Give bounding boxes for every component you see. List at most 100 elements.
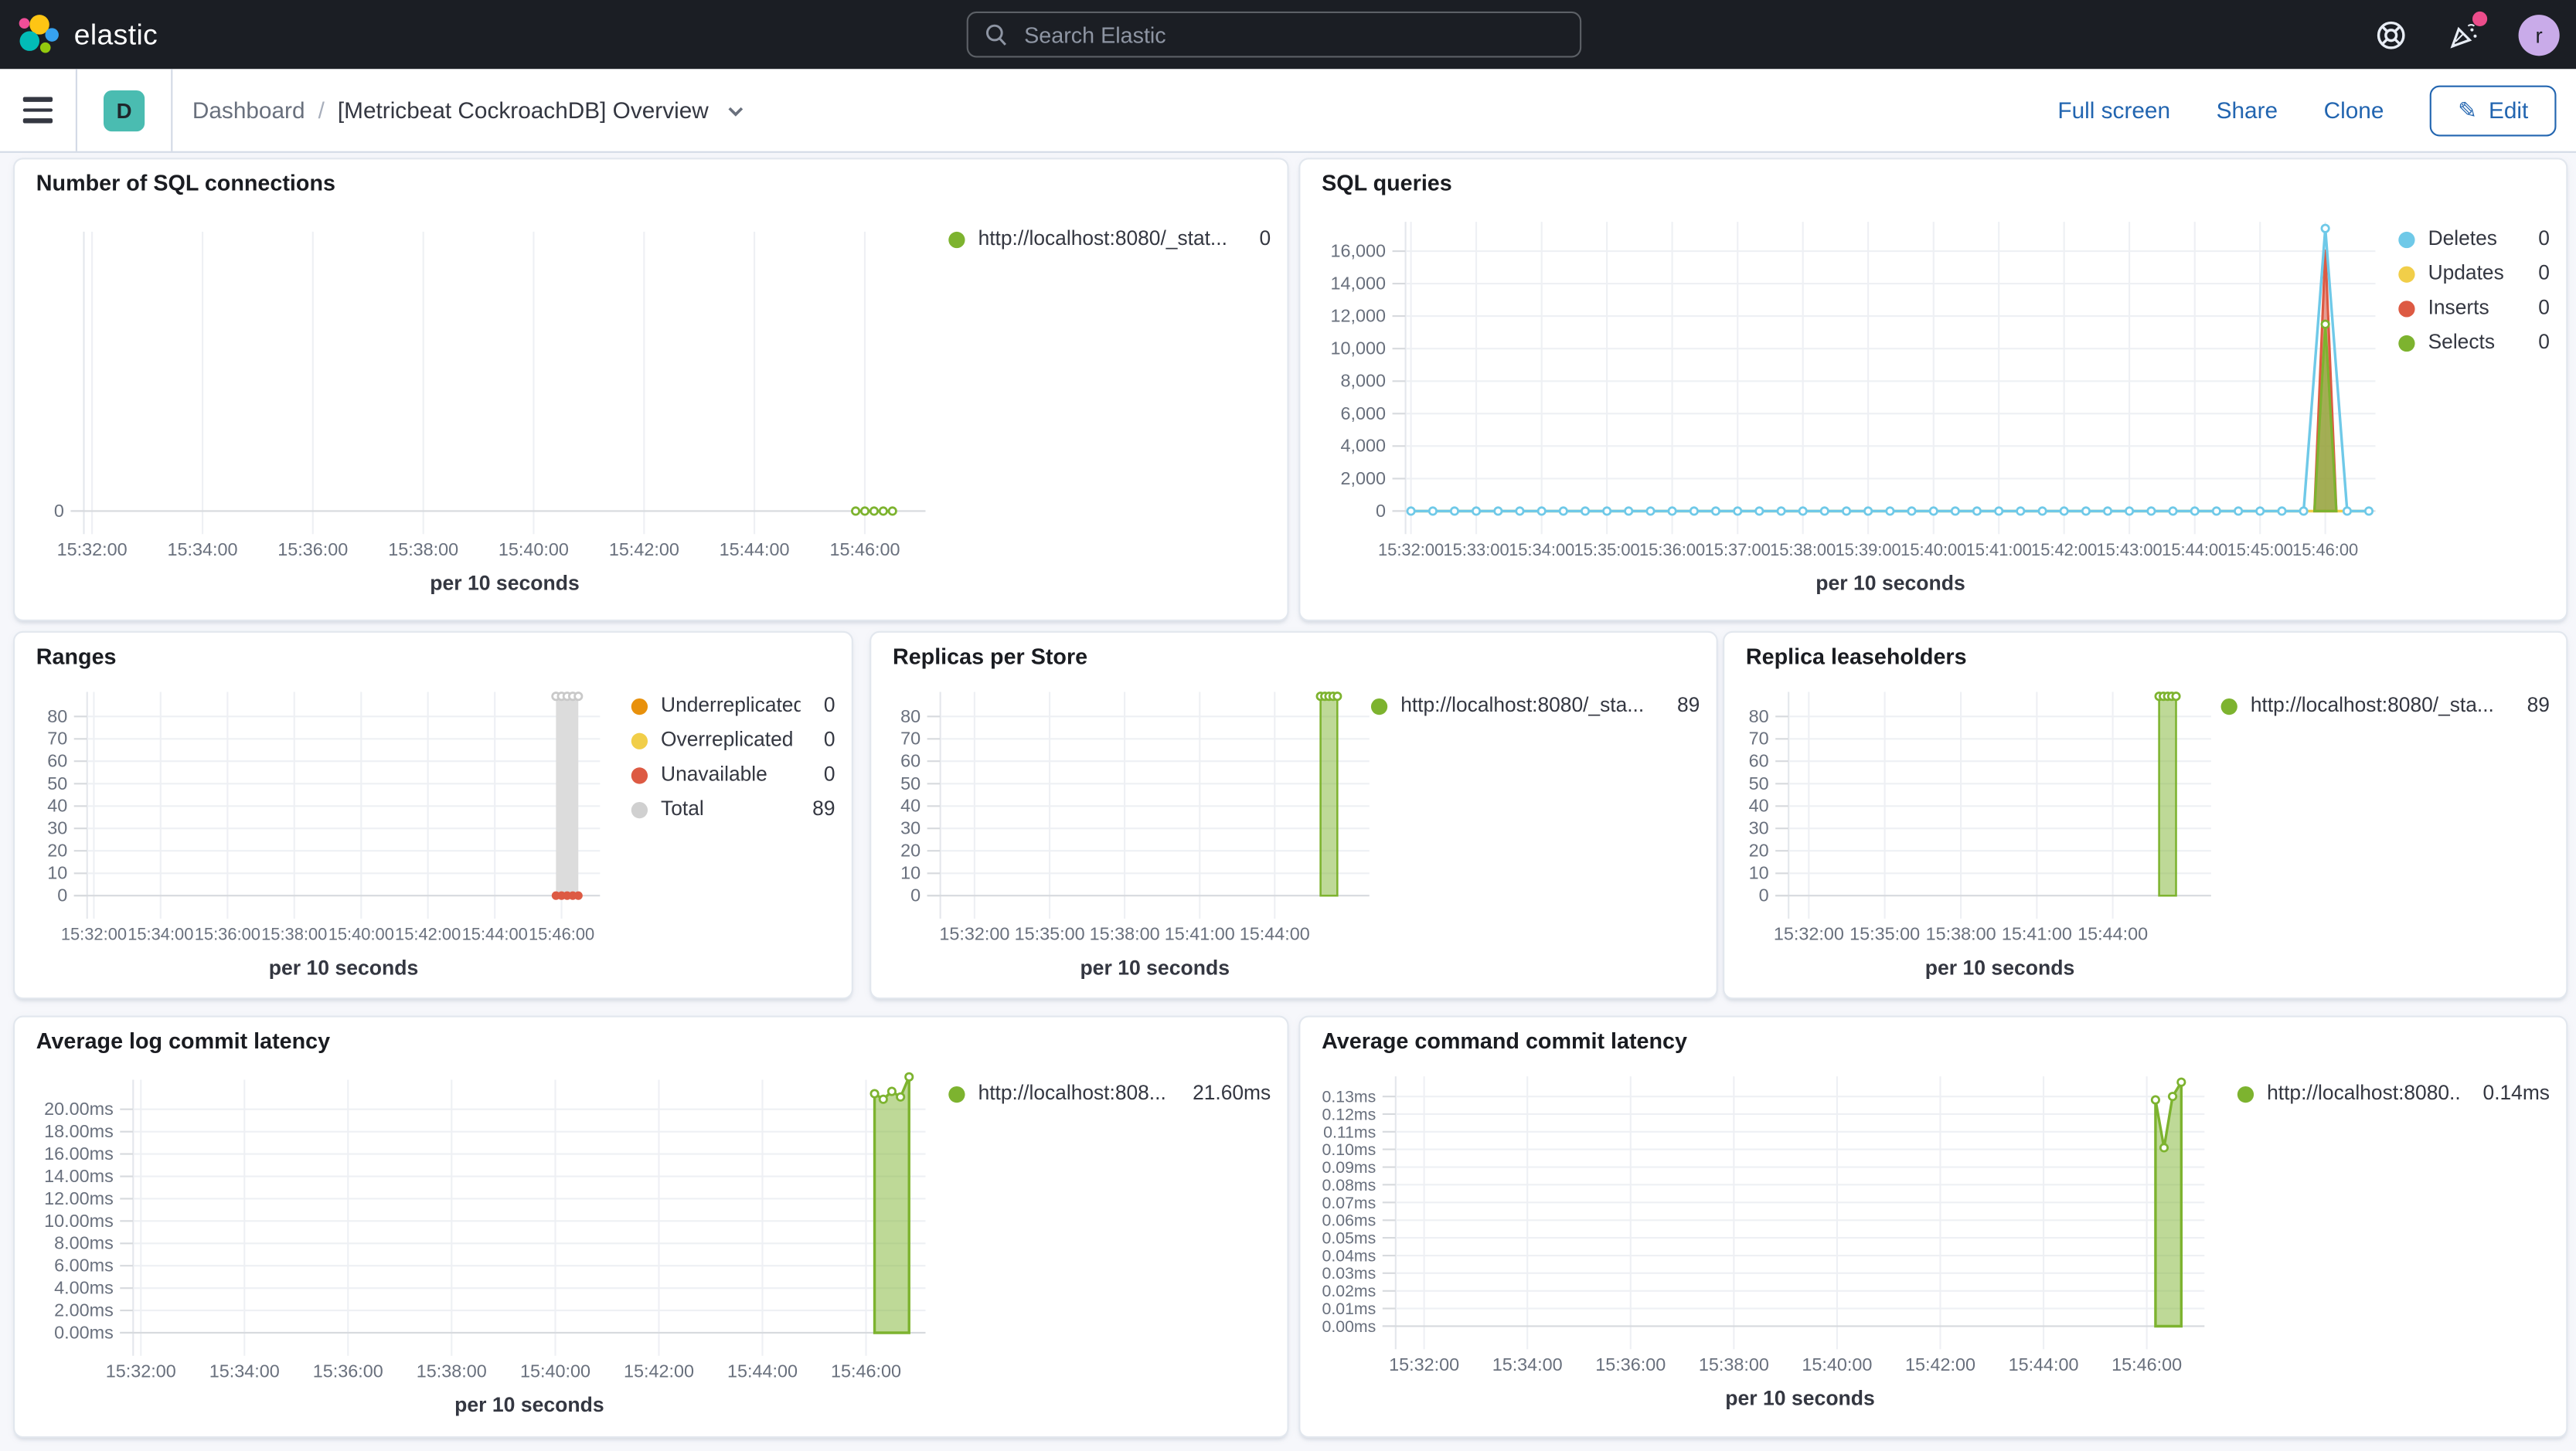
- chart-replicas-per-store[interactable]: 0 10 20 30 40 50 60 70 80 15:32:00 15:35:00 15:38:0…: [884, 675, 1387, 987]
- legend-item[interactable]: http://localhost:8080/_sta... 89: [1370, 693, 1700, 717]
- legend-item[interactable]: http://localhost:8080... 0.14ms: [2237, 1082, 2550, 1105]
- chart-sql-queries[interactable]: 0 2,000 4,000 6,000 8,000 10,000 12,000 14,000 1…: [1313, 206, 2414, 613]
- legend-item[interactable]: Total 89: [631, 798, 835, 821]
- panel-title[interactable]: Replica leaseholders: [1745, 644, 1967, 669]
- legend: http://localhost:8080/_stat... 0: [948, 226, 1271, 263]
- clone-button[interactable]: Clone: [2323, 97, 2384, 124]
- panel-title[interactable]: Replicas per Store: [892, 644, 1088, 669]
- breadcrumb-dashboard[interactable]: Dashboard: [192, 97, 305, 124]
- panel-title[interactable]: Average log commit latency: [36, 1028, 331, 1054]
- svg-text:60: 60: [1749, 751, 1769, 771]
- legend-item[interactable]: http://localhost:8080/_sta... 89: [2220, 693, 2550, 717]
- svg-text:15:38:00: 15:38:00: [261, 925, 327, 944]
- svg-text:70: 70: [47, 729, 67, 749]
- legend: Deletes 0 Updates 0 Inserts 0 Selects 0: [2398, 228, 2550, 367]
- svg-text:60: 60: [900, 751, 920, 771]
- legend-label: http://localhost:8080...: [2267, 1082, 2460, 1105]
- legend-item[interactable]: Updates 0: [2398, 262, 2550, 284]
- svg-text:0.09ms: 0.09ms: [1322, 1158, 1376, 1177]
- svg-text:15:33:00: 15:33:00: [1443, 540, 1509, 559]
- divider: [75, 69, 77, 151]
- svg-text:80: 80: [900, 706, 920, 726]
- legend-item[interactable]: http://localhost:808... 21.60ms: [948, 1081, 1271, 1105]
- legend-label: http://localhost:808...: [978, 1082, 1166, 1105]
- chart-average-command-commit-latency[interactable]: 0.00ms 0.01ms 0.02ms 0.03ms 0.04ms 0.05ms 0.06…: [1313, 1063, 2254, 1426]
- legend: Underreplicated 0 Overreplicated 0 Unava…: [631, 695, 835, 834]
- panel-title[interactable]: Ranges: [36, 644, 117, 669]
- svg-text:12,000: 12,000: [1331, 305, 1387, 325]
- svg-text:12.00ms: 12.00ms: [44, 1188, 114, 1208]
- svg-text:0.11ms: 0.11ms: [1323, 1123, 1376, 1141]
- legend-dot: [948, 1085, 965, 1103]
- svg-text:40: 40: [900, 796, 920, 816]
- divider: [171, 69, 173, 151]
- header-actions: r: [2374, 0, 2560, 69]
- legend: http://localhost:8080/_sta... 89: [2220, 693, 2550, 730]
- legend-item[interactable]: Deletes 0: [2398, 228, 2550, 250]
- chart-replica-leaseholders[interactable]: 0 10 20 30 40 50 60 70 80 15:32:00 15:35:00 15:38:0…: [1737, 675, 2237, 987]
- svg-text:15:38:00: 15:38:00: [1090, 924, 1160, 944]
- notification-dot: [2472, 11, 2488, 27]
- svg-text:20: 20: [1749, 841, 1769, 861]
- legend-value: 0: [1259, 226, 1271, 250]
- svg-text:15:44:00: 15:44:00: [1240, 924, 1310, 944]
- svg-text:0.00ms: 0.00ms: [1322, 1317, 1376, 1336]
- chart-ranges[interactable]: 0 10 20 30 40 50 60 70 80 15:32:00 15:34:00 15:36:0…: [28, 675, 648, 987]
- panel-title[interactable]: SQL queries: [1322, 171, 1452, 196]
- panel-title[interactable]: Number of SQL connections: [36, 171, 335, 196]
- svg-text:0.06ms: 0.06ms: [1322, 1211, 1376, 1230]
- search-bar[interactable]: [966, 11, 1582, 58]
- legend-value: 89: [2527, 693, 2550, 717]
- svg-text:15:35:00: 15:35:00: [1849, 924, 1920, 944]
- svg-text:0.10ms: 0.10ms: [1322, 1140, 1376, 1159]
- search-input[interactable]: [1020, 20, 1564, 49]
- svg-text:40: 40: [47, 796, 67, 816]
- legend-item[interactable]: Selects 0: [2398, 331, 2550, 354]
- chevron-down-icon[interactable]: [725, 100, 747, 121]
- svg-text:15:34:00: 15:34:00: [209, 1361, 280, 1381]
- avatar[interactable]: r: [2518, 14, 2560, 56]
- legend-item[interactable]: http://localhost:8080/_stat... 0: [948, 226, 1271, 250]
- svg-text:15:38:00: 15:38:00: [1699, 1354, 1769, 1375]
- legend-item[interactable]: Underreplicated 0: [631, 695, 835, 717]
- svg-text:8.00ms: 8.00ms: [54, 1233, 114, 1253]
- legend-value: 89: [1676, 693, 1700, 717]
- share-button[interactable]: Share: [2216, 97, 2278, 124]
- svg-text:15:40:00: 15:40:00: [1901, 540, 1966, 559]
- svg-text:15:40:00: 15:40:00: [499, 539, 569, 559]
- chart-number-of-sql-connections[interactable]: 0 15:32:00 15:34:00 15:36:00 15:38:00 15:40:0…: [28, 206, 965, 613]
- svg-text:15:38:00: 15:38:00: [1926, 924, 1996, 944]
- svg-text:15:45:00: 15:45:00: [2227, 540, 2293, 559]
- help-icon[interactable]: [2374, 18, 2407, 51]
- chart-average-log-commit-latency[interactable]: 0.00ms 2.00ms 4.00ms 6.00ms 8.00ms 10.00ms 12.…: [28, 1063, 965, 1426]
- svg-text:15:41:00: 15:41:00: [1966, 540, 2032, 559]
- svg-text:10: 10: [1749, 863, 1769, 883]
- edit-button[interactable]: ✎ Edit: [2430, 84, 2557, 136]
- legend-dot: [631, 732, 648, 749]
- svg-text:15:32:00: 15:32:00: [106, 1361, 176, 1381]
- panel-average-log-commit-latency: Average log commit latency 0.00ms 2.00ms 4…: [13, 1015, 1289, 1439]
- svg-text:15:36:00: 15:36:00: [1639, 540, 1705, 559]
- brand[interactable]: elastic: [16, 13, 158, 56]
- svg-text:15:36:00: 15:36:00: [1595, 1354, 1666, 1375]
- svg-text:per 10 seconds: per 10 seconds: [454, 1393, 604, 1416]
- legend-item[interactable]: Inserts 0: [2398, 297, 2550, 319]
- svg-text:0.02ms: 0.02ms: [1322, 1282, 1376, 1300]
- svg-text:15:32:00: 15:32:00: [61, 925, 127, 944]
- breadcrumb: Dashboard / [Metricbeat CockroachDB] Ove…: [192, 97, 747, 124]
- svg-text:0.00ms: 0.00ms: [54, 1322, 114, 1342]
- legend-label: Updates: [2428, 263, 2504, 284]
- legend-value: 21.60ms: [1193, 1081, 1271, 1105]
- panel-title[interactable]: Average command commit latency: [1322, 1028, 1687, 1054]
- legend-item[interactable]: Unavailable 0: [631, 763, 835, 786]
- legend-label: http://localhost:8080/_sta...: [1400, 695, 1645, 717]
- menu-icon[interactable]: [22, 97, 53, 123]
- news-icon[interactable]: [2446, 11, 2488, 51]
- svg-text:15:34:00: 15:34:00: [1509, 540, 1574, 559]
- full-screen-button[interactable]: Full screen: [2057, 97, 2171, 124]
- legend-item[interactable]: Overreplicated 0: [631, 729, 835, 751]
- svg-text:15:39:00: 15:39:00: [1836, 540, 1901, 559]
- app-header: elastic: [0, 0, 2576, 70]
- page-title: [Metricbeat CockroachDB] Overview: [337, 97, 709, 124]
